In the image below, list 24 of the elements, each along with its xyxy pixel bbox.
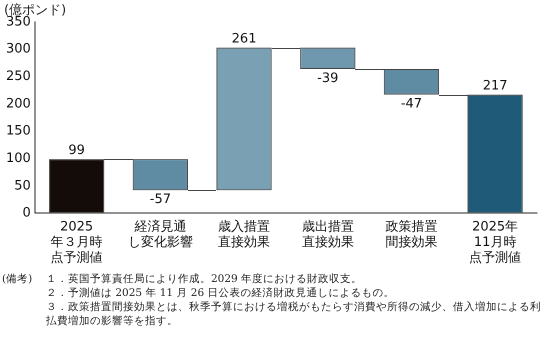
data-label: 99 — [68, 142, 85, 158]
x-tick-label: 2025年11月時点予測値 — [469, 219, 522, 266]
y-tick-label: 150 — [6, 124, 31, 139]
text: (備考) — [2, 272, 34, 286]
x-tick-label: 歳出措置直接効果 — [302, 219, 354, 250]
y-tick-label: 200 — [6, 96, 31, 112]
data-label: 261 — [232, 32, 256, 47]
text: ２．予測値は 2025 年 11 月 26 日公表の経済財政見通しによるもの。 — [46, 286, 396, 300]
y-tick-label: 350 — [6, 14, 31, 30]
data-label: -39 — [317, 70, 338, 86]
text: １．英国予算責任局により作成。2029 年度における財政収支。 — [46, 272, 364, 286]
y-tick-label: 50 — [14, 178, 31, 194]
y-tick-label: 300 — [6, 42, 31, 57]
data-label: 217 — [482, 78, 508, 94]
y-tick-label: 100 — [6, 150, 31, 166]
x-tick-label: 経済見通し変化影響 — [128, 218, 193, 250]
y-tick-label: 0 — [22, 206, 31, 221]
x-tick-label: 政策措置間接効果 — [385, 219, 438, 250]
data-label: -47 — [400, 96, 422, 112]
x-tick-label: 2025年３月時点予測値 — [50, 219, 103, 266]
x-tick-label: 歳入措置直接効果 — [218, 219, 270, 250]
text: ３．政策措置間接効果とは、秋季予算における増税がもたらす消費や所得の減少、借入増加による利払費増加の影響等を指す。 — [46, 300, 542, 328]
y-tick-label: 250 — [6, 69, 31, 84]
data-label: -57 — [150, 192, 171, 208]
